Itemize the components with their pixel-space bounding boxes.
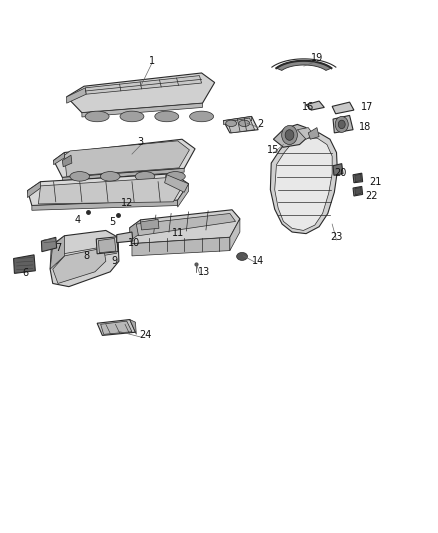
Ellipse shape <box>100 172 120 181</box>
Text: 19: 19 <box>311 53 323 63</box>
Text: 4: 4 <box>74 215 81 225</box>
Circle shape <box>338 120 345 128</box>
Polygon shape <box>178 184 188 207</box>
Polygon shape <box>223 116 252 124</box>
Ellipse shape <box>85 111 109 122</box>
Polygon shape <box>62 168 184 181</box>
Polygon shape <box>101 321 132 334</box>
Polygon shape <box>355 188 361 195</box>
Polygon shape <box>130 210 240 244</box>
Polygon shape <box>99 238 116 253</box>
Polygon shape <box>50 230 119 287</box>
Polygon shape <box>53 152 64 165</box>
Text: 2: 2 <box>257 119 264 130</box>
Polygon shape <box>96 237 118 254</box>
Polygon shape <box>333 164 343 175</box>
Ellipse shape <box>226 120 237 126</box>
Ellipse shape <box>190 111 214 122</box>
Polygon shape <box>332 102 354 114</box>
Text: 21: 21 <box>370 176 382 187</box>
Polygon shape <box>97 319 135 335</box>
Polygon shape <box>230 219 240 251</box>
Polygon shape <box>273 124 308 147</box>
Polygon shape <box>32 200 178 211</box>
Polygon shape <box>82 103 202 117</box>
Polygon shape <box>53 248 106 284</box>
Polygon shape <box>355 174 361 182</box>
Text: 11: 11 <box>172 228 184 238</box>
Polygon shape <box>42 237 57 252</box>
Text: 18: 18 <box>359 122 371 132</box>
Polygon shape <box>223 116 258 133</box>
Text: 8: 8 <box>83 251 89 261</box>
Polygon shape <box>117 232 133 243</box>
Polygon shape <box>297 127 314 139</box>
Polygon shape <box>276 61 332 70</box>
Circle shape <box>282 125 297 144</box>
Polygon shape <box>353 187 363 196</box>
Ellipse shape <box>120 111 144 122</box>
Text: 3: 3 <box>138 137 144 147</box>
Text: 5: 5 <box>109 217 116 228</box>
Text: 13: 13 <box>198 267 210 277</box>
Text: 15: 15 <box>267 145 279 155</box>
Polygon shape <box>62 155 72 167</box>
Text: 16: 16 <box>302 102 314 112</box>
Polygon shape <box>28 182 41 198</box>
Ellipse shape <box>135 172 155 181</box>
Polygon shape <box>53 139 195 177</box>
Text: 12: 12 <box>121 198 134 208</box>
Polygon shape <box>67 88 86 103</box>
Text: 20: 20 <box>335 168 347 177</box>
Ellipse shape <box>155 111 179 122</box>
Polygon shape <box>165 175 188 192</box>
Polygon shape <box>132 237 230 256</box>
Text: 7: 7 <box>55 243 61 253</box>
Text: 22: 22 <box>365 191 378 201</box>
Circle shape <box>335 116 348 132</box>
Text: 14: 14 <box>252 256 264 266</box>
Polygon shape <box>50 236 64 269</box>
Polygon shape <box>353 173 363 183</box>
Ellipse shape <box>166 172 185 181</box>
Polygon shape <box>14 255 35 273</box>
Polygon shape <box>333 115 353 133</box>
Text: 9: 9 <box>112 256 118 266</box>
Text: 6: 6 <box>22 268 28 278</box>
Polygon shape <box>308 127 319 139</box>
Polygon shape <box>28 174 188 206</box>
Polygon shape <box>141 219 159 230</box>
Polygon shape <box>67 73 215 113</box>
Ellipse shape <box>237 253 247 261</box>
Text: 23: 23 <box>330 232 343 243</box>
Ellipse shape <box>239 120 250 126</box>
Polygon shape <box>64 141 189 176</box>
Polygon shape <box>130 220 141 241</box>
Polygon shape <box>275 138 332 230</box>
Polygon shape <box>39 177 182 204</box>
Ellipse shape <box>70 172 89 181</box>
Polygon shape <box>136 214 236 236</box>
Polygon shape <box>270 133 337 233</box>
Polygon shape <box>85 76 201 94</box>
Text: 17: 17 <box>361 102 373 112</box>
Polygon shape <box>306 101 324 110</box>
Text: 10: 10 <box>128 238 140 248</box>
Text: 1: 1 <box>148 56 155 66</box>
Circle shape <box>285 130 294 140</box>
Polygon shape <box>130 319 136 334</box>
Polygon shape <box>228 118 254 133</box>
Text: 24: 24 <box>139 330 151 341</box>
